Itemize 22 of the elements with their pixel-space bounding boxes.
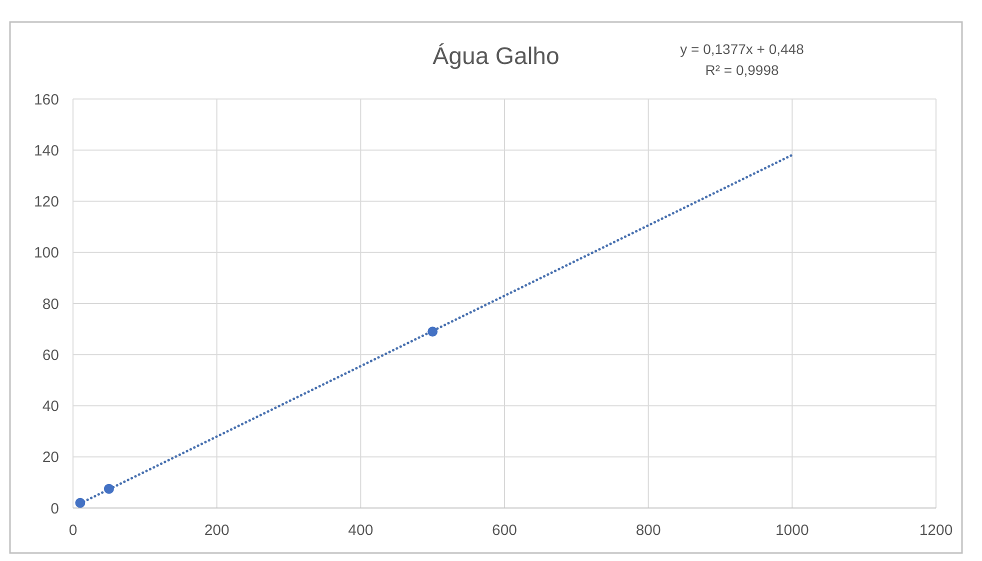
y-tick-label: 40 <box>42 398 59 415</box>
x-tick-label: 600 <box>492 522 518 539</box>
text: y = 0,1377x + 0,448 <box>680 41 804 57</box>
chart-title: Água Galho <box>432 43 560 70</box>
x-tick-label: 0 <box>68 522 78 539</box>
y-tick-label: 20 <box>42 449 59 466</box>
y-tick-label: 160 <box>34 91 59 108</box>
y-tick-label: 80 <box>42 296 59 313</box>
y-tick-label: 140 <box>34 142 59 160</box>
y-tick-label: 60 <box>42 346 59 364</box>
y-tick-label: 100 <box>34 244 59 262</box>
x-tick-label: 1200 <box>919 522 953 539</box>
text: R² = 0,9998 <box>705 62 779 78</box>
x-tick-label: 400 <box>348 522 374 539</box>
point <box>104 484 114 494</box>
x-tick-label: 800 <box>636 522 661 539</box>
x-tick-label: 200 <box>204 522 230 539</box>
point <box>75 498 86 508</box>
y-tick-label: 120 <box>34 194 59 210</box>
point <box>428 326 438 337</box>
x-tick-label: 1000 <box>775 522 809 539</box>
y-tick-label: 0 <box>50 500 59 518</box>
